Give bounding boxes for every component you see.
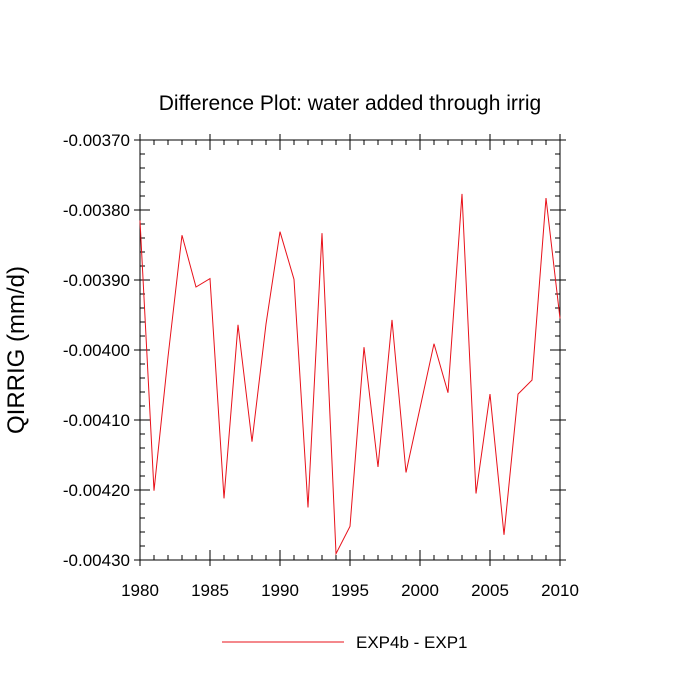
- x-tick-label: 2010: [541, 581, 579, 600]
- legend-label-exp4b-exp1: EXP4b - EXP1: [356, 633, 468, 652]
- x-tick-label: 1980: [121, 581, 159, 600]
- plot-frame: [139, 139, 561, 561]
- y-tick-label: -0.00380: [63, 201, 130, 220]
- x-tick-label: 1995: [331, 581, 369, 600]
- y-tick-label: -0.00390: [63, 271, 130, 290]
- major-ticks: [134, 134, 566, 566]
- x-tick-labels: 1980 1985 1990 1995 2000 2005 2010: [121, 581, 579, 600]
- y-axis-label: QIRRIG (mm/d): [3, 266, 30, 434]
- series-line-exp4b-exp1: [139, 193, 561, 556]
- series-group: [139, 193, 561, 556]
- y-tick-label: -0.00430: [63, 551, 130, 570]
- x-tick-label: 2000: [401, 581, 439, 600]
- x-tick-label: 1990: [261, 581, 299, 600]
- x-tick-label: 1985: [191, 581, 229, 600]
- y-tick-label: -0.00400: [63, 341, 130, 360]
- y-tick-label: -0.00410: [63, 411, 130, 430]
- y-tick-labels: -0.00370 -0.00380 -0.00390 -0.00400 -0.00410…: [63, 131, 130, 570]
- legend: EXP4b - EXP1: [222, 633, 468, 652]
- x-tick-label: 2005: [471, 581, 509, 600]
- y-tick-label: -0.00370: [63, 131, 130, 150]
- chart-title: Difference Plot: water added through irr…: [159, 92, 542, 115]
- minor-ticks: [140, 140, 560, 560]
- y-tick-label: -0.00420: [63, 481, 130, 500]
